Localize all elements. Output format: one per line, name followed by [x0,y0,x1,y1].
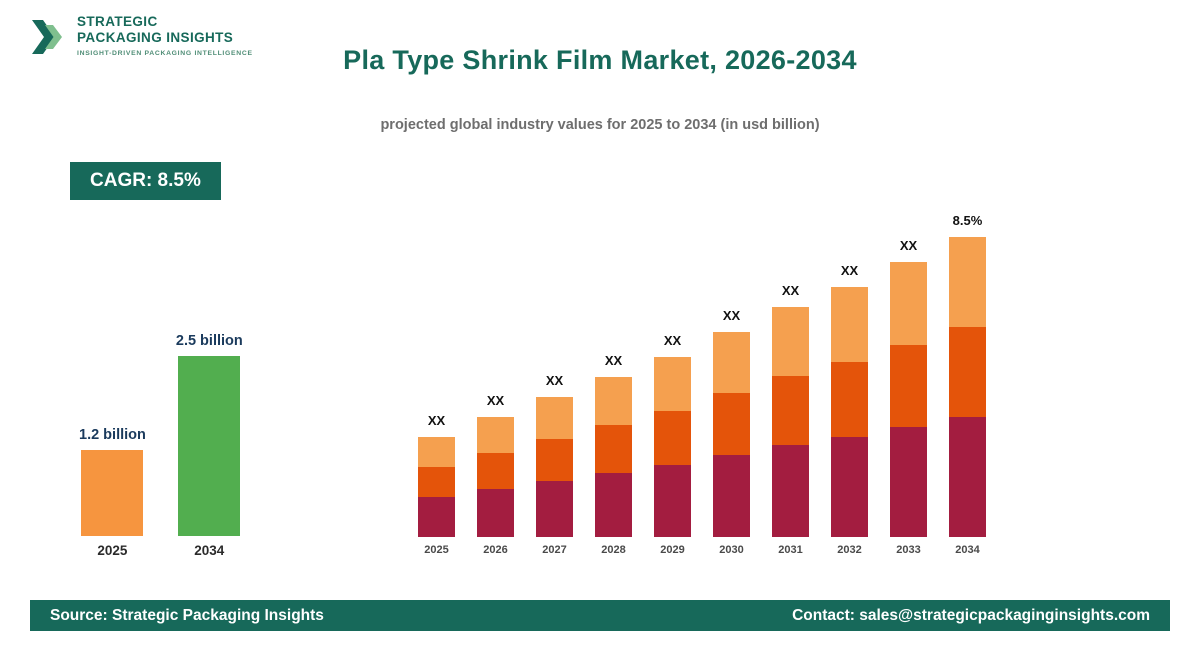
stack-segment-middle [890,345,927,427]
stack-segment-bottom [477,489,514,537]
projection-bar-2034 [949,237,986,537]
projection-bar-label-2030: XX [722,308,741,323]
projection-bar-group-2026: XX 2026 [477,393,514,556]
projection-bar-label-2032: XX [840,263,859,278]
summary-value-label: 1.2 billion [79,427,146,443]
stack-segment-middle [831,362,868,437]
projection-bar-group-2030: XX 2030 [713,308,750,556]
logo-line2: PACKAGING INSIGHTS [77,29,234,45]
stack-segment-top [477,417,514,453]
projection-axis-label-2028: 2028 [601,544,626,556]
projection-bar-2030 [713,332,750,537]
projection-axis-label-2025: 2025 [424,544,449,556]
projection-bar-label-2026: XX [486,393,505,408]
projection-bar-2028 [595,377,632,537]
summary-value-label: 2.5 billion [175,333,243,349]
page-subtitle: projected global industry values for 202… [380,117,820,133]
footer-bar: Source: Strategic Packaging Insights Con… [30,600,1170,631]
stack-segment-middle [654,411,691,465]
stack-segment-top [595,377,632,425]
stack-segment-top [654,357,691,411]
projection-bar-group-2025: XX 2025 [418,413,455,556]
projection-bar-2033 [890,262,927,537]
stack-segment-top [536,397,573,439]
projection-axis-label-2032: 2032 [837,544,862,556]
projection-bar-group-2034: 8.5% 2034 [949,213,986,556]
projection-bar-group-2033: XX 2033 [890,238,927,556]
projection-axis-label-2029: 2029 [660,544,685,556]
summary-bar-2034 [178,356,241,536]
stack-segment-middle [949,327,986,417]
stack-segment-middle [418,467,455,497]
stack-segment-middle [536,439,573,481]
stack-segment-top [713,332,750,393]
stack-segment-bottom [418,497,455,537]
stack-segment-middle [595,425,632,473]
stack-segment-bottom [713,455,750,537]
summary-bar-2025 [81,450,144,536]
projection-axis-label-2030: 2030 [719,544,744,556]
projection-axis-label-2031: 2031 [778,544,803,556]
logo-line1: STRATEGIC [77,14,158,29]
stack-segment-bottom [536,481,573,537]
cagr-badge: CAGR: 8.5% [70,162,221,200]
projection-axis-label-2033: 2033 [896,544,921,556]
stack-segment-middle [477,453,514,489]
logo-text: STRATEGIC PACKAGING INSIGHTS INSIGHT-DRI… [77,14,253,57]
projection-bar-2025 [418,437,455,537]
summary-chart: 1.2 billion 2025 2.5 billion 2034 [79,333,243,558]
stack-segment-bottom [595,473,632,537]
stack-segment-top [890,262,927,345]
projection-axis-label-2034: 2034 [955,544,980,556]
projection-bar-label-2028: XX [604,353,623,368]
projection-bar-2032 [831,287,868,537]
logo-tagline: INSIGHT-DRIVEN PACKAGING INTELLIGENCE [77,50,253,58]
stack-segment-bottom [654,465,691,537]
stack-segment-top [831,287,868,362]
projection-bar-label-2025: XX [427,413,446,428]
projection-bar-label-2029: XX [663,333,682,348]
projection-bar-label-2027: XX [545,373,564,388]
projection-bar-label-2034: 8.5% [952,213,983,228]
projection-axis-label-2027: 2027 [542,544,567,556]
footer-contact: Contact: sales@strategicpackaginginsight… [792,606,1150,624]
logo-chevron-icon [32,14,68,65]
stack-segment-bottom [890,427,927,537]
projection-bar-label-2033: XX [899,238,918,253]
stack-segment-middle [713,393,750,455]
stack-segment-bottom [949,417,986,537]
projection-bar-label-2031: XX [781,283,800,298]
stack-segment-top [772,307,809,376]
projection-bar-2031 [772,307,809,537]
summary-bar-group-2025: 1.2 billion 2025 [79,427,146,558]
projection-chart: XX 2025 XX 2026 XX 2027 XX 2028 XX 2029 XX 2030 XX 20… [418,190,986,556]
stack-segment-top [949,237,986,327]
projection-axis-label-2026: 2026 [483,544,508,556]
stack-segment-top [418,437,455,467]
page-title: Pla Type Shrink Film Market, 2026-2034 [343,45,857,75]
stack-segment-bottom [831,437,868,537]
projection-bar-group-2029: XX 2029 [654,333,691,556]
projection-bar-2029 [654,357,691,537]
footer-source: Source: Strategic Packaging Insights [50,606,324,624]
projection-bar-2027 [536,397,573,537]
stack-segment-middle [772,376,809,445]
projection-bar-group-2031: XX 2031 [772,283,809,556]
projection-bar-group-2027: XX 2027 [536,373,573,556]
summary-axis-label-2025: 2025 [97,543,128,558]
projection-bar-group-2028: XX 2028 [595,353,632,556]
projection-bar-2026 [477,417,514,537]
summary-bar-group-2034: 2.5 billion 2034 [176,333,243,558]
stack-segment-bottom [772,445,809,537]
summary-axis-label-2034: 2034 [194,543,225,558]
projection-bar-group-2032: XX 2032 [831,263,868,556]
logo: STRATEGIC PACKAGING INSIGHTS INSIGHT-DRI… [32,14,253,65]
